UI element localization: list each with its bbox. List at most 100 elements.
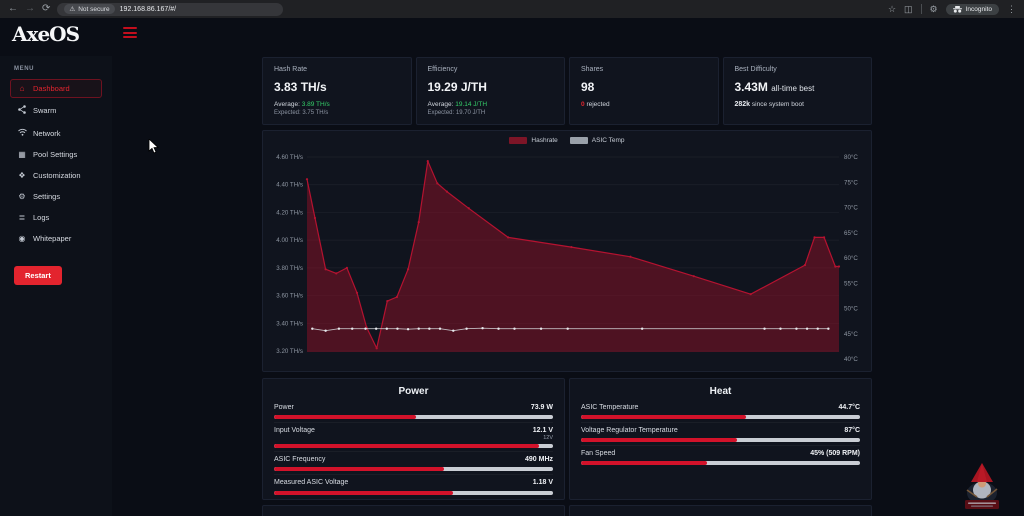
svg-text:50°C: 50°C — [844, 306, 858, 313]
legend-hashrate[interactable]: Hashrate — [509, 137, 557, 144]
security-label: Not secure — [78, 6, 109, 13]
svg-text:65°C: 65°C — [844, 230, 858, 237]
vr-temperature-row: Voltage Regulator Temperature 87°C — [581, 422, 860, 445]
shares-card: Shares 98 0 rejected — [569, 57, 719, 125]
difficulty-boot: 282k since system boot — [735, 101, 861, 108]
sidebar-item-whitepaper[interactable]: ◉ Whitepaper — [10, 229, 102, 248]
sidebar-item-logs[interactable]: ≣ Logs — [10, 208, 102, 227]
incognito-icon — [953, 6, 962, 13]
sidebar-item-pool-settings[interactable]: ▦ Pool Settings — [10, 145, 102, 164]
sidebar-item-settings[interactable]: ⚙ Settings — [10, 187, 102, 206]
reload-icon[interactable]: ⟳ — [42, 4, 50, 14]
document-icon: ◉ — [17, 235, 27, 243]
sidebar-item-network[interactable]: Network — [10, 123, 102, 143]
fan-speed-row: Fan Speed 45% (509 RPM) — [581, 445, 860, 468]
next-panel-stub-left — [262, 505, 565, 516]
svg-text:45°C: 45°C — [844, 331, 858, 338]
progress-bar — [274, 491, 553, 495]
shares-rejected: 0 rejected — [581, 101, 707, 108]
progress-bar — [581, 415, 860, 419]
progress-bar — [274, 444, 553, 448]
app-background: AxeOS MENU ⌂ Dashboard Swarm Network ▦ P… — [0, 18, 1024, 516]
hashrate-chart-card: 4.60 TH/s 4.40 TH/s 4.20 TH/s 4.00 TH/s 3.80… — [262, 130, 872, 372]
card-label: Best Difficulty — [735, 66, 861, 73]
incognito-badge: Incognito — [946, 4, 999, 15]
svg-text:4.40 TH/s: 4.40 TH/s — [276, 182, 303, 189]
forward-icon[interactable]: → — [25, 4, 35, 14]
home-icon: ⌂ — [17, 85, 27, 93]
panel-title: Power — [274, 386, 553, 397]
app-logo: AxeOS — [12, 22, 79, 46]
svg-text:55°C: 55°C — [844, 280, 858, 287]
hashrate-card: Hash Rate 3.83 TH/s Average: 3.89 TH/s E… — [262, 57, 412, 125]
stat-cards-row: Hash Rate 3.83 TH/s Average: 3.89 TH/s E… — [262, 57, 872, 125]
hamburger-menu-icon[interactable] — [123, 27, 137, 38]
url-text: 192.168.86.167/#/ — [120, 6, 176, 13]
svg-text:3.80 TH/s: 3.80 TH/s — [276, 265, 303, 272]
efficiency-expected: Expected: 19.70 J/TH — [428, 110, 554, 116]
back-icon[interactable]: ← — [8, 4, 18, 14]
svg-text:3.60 TH/s: 3.60 TH/s — [276, 293, 303, 300]
gnome-mascot-logo — [952, 460, 1012, 514]
panel-title: Heat — [581, 386, 860, 397]
sidebar-item-label: Dashboard — [33, 84, 70, 93]
gear-icon: ⚙ — [17, 193, 27, 201]
card-label: Hash Rate — [274, 66, 400, 73]
efficiency-card: Efficiency 19.29 J/TH Average: 19.14 J/T… — [416, 57, 566, 125]
svg-text:40°C: 40°C — [844, 356, 858, 363]
best-difficulty-card: Best Difficulty 3.43M all-time best 282k… — [723, 57, 873, 125]
progress-bar — [274, 415, 553, 419]
address-bar[interactable]: ⚠ Not secure 192.168.86.167/#/ — [57, 3, 283, 16]
wifi-icon — [17, 128, 27, 138]
extensions-icon[interactable]: ⚙ — [930, 4, 938, 15]
progress-bar — [274, 467, 553, 471]
power-row: Power 73.9 W — [274, 400, 553, 422]
shares-value: 98 — [581, 80, 707, 94]
restart-button[interactable]: Restart — [14, 266, 62, 285]
palette-icon: ❖ — [17, 172, 27, 180]
hashrate-expected: Expected: 3.75 TH/s — [274, 110, 400, 116]
svg-text:3.20 TH/s: 3.20 TH/s — [276, 348, 303, 355]
efficiency-value: 19.29 J/TH — [428, 80, 554, 94]
card-label: Efficiency — [428, 66, 554, 73]
browser-menu-icon[interactable]: ⋮ — [1007, 4, 1016, 15]
hashrate-swatch — [509, 137, 527, 144]
card-label: Shares — [581, 66, 707, 73]
incognito-label: Incognito — [966, 6, 992, 13]
side-panel-icon[interactable]: ◫ — [904, 4, 913, 15]
next-panel-stub-right — [569, 505, 872, 516]
mouse-cursor — [148, 139, 159, 154]
asic-temperature-row: ASIC Temperature 44.7°C — [581, 400, 860, 422]
svg-text:4.00 TH/s: 4.00 TH/s — [276, 237, 303, 244]
svg-text:60°C: 60°C — [844, 255, 858, 262]
efficiency-average: Average: 19.14 J/TH — [428, 101, 554, 108]
svg-text:4.60 TH/s: 4.60 TH/s — [276, 154, 303, 161]
bookmark-star-icon[interactable]: ☆ — [888, 4, 896, 15]
chrome-divider — [921, 4, 922, 14]
sidebar-item-label: Swarm — [33, 106, 56, 115]
heat-panel: Heat ASIC Temperature 44.7°C Voltage Reg… — [569, 378, 872, 500]
measured-asic-voltage-row: Measured ASIC Voltage 1.18 V — [274, 474, 553, 497]
asic-frequency-row: ASIC Frequency 490 MHz — [274, 451, 553, 474]
progress-bar — [581, 438, 860, 442]
sidebar-item-customization[interactable]: ❖ Customization — [10, 166, 102, 185]
sidebar-item-dashboard[interactable]: ⌂ Dashboard — [10, 79, 102, 98]
security-badge[interactable]: ⚠ Not secure — [64, 4, 114, 14]
legend-asic-temp[interactable]: ASIC Temp — [570, 137, 625, 144]
sidebar-item-label: Network — [33, 129, 61, 138]
sidebar-item-swarm[interactable]: Swarm — [10, 100, 102, 121]
hashrate-temp-chart: 4.60 TH/s 4.40 TH/s 4.20 TH/s 4.00 TH/s 3.80… — [263, 131, 871, 371]
asic-temp-swatch — [570, 137, 588, 144]
progress-bar — [581, 461, 860, 465]
difficulty-value: 3.43M all-time best — [735, 80, 861, 94]
menu-header: MENU — [14, 66, 112, 72]
sidebar-item-label: Settings — [33, 192, 60, 201]
hashrate-average: Average: 3.89 TH/s — [274, 101, 400, 108]
sidebar: MENU ⌂ Dashboard Swarm Network ▦ Pool Se… — [0, 56, 112, 516]
svg-text:4.20 TH/s: 4.20 TH/s — [276, 209, 303, 216]
svg-text:3.40 TH/s: 3.40 TH/s — [276, 320, 303, 327]
hashrate-value: 3.83 TH/s — [274, 80, 400, 94]
sidebar-item-label: Whitepaper — [33, 234, 71, 243]
power-panel: Power Power 73.9 W Input Voltage 12.1 V … — [262, 378, 565, 500]
sidebar-item-label: Logs — [33, 213, 49, 222]
